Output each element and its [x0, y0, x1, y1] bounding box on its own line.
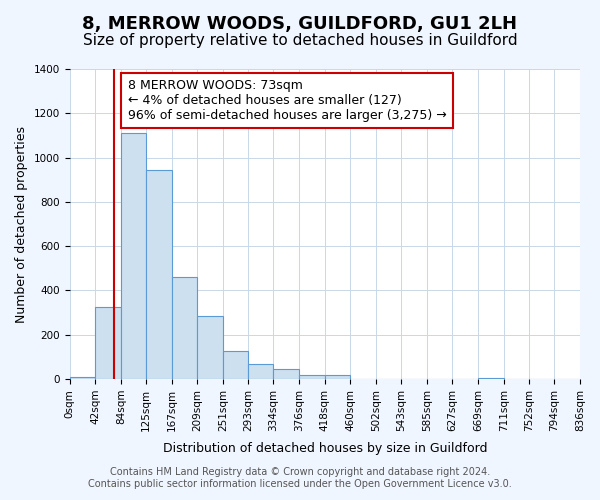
- Bar: [248, 364, 274, 379]
- Y-axis label: Number of detached properties: Number of detached properties: [15, 126, 28, 322]
- X-axis label: Distribution of detached houses by size in Guildford: Distribution of detached houses by size …: [163, 442, 487, 455]
- Text: Size of property relative to detached houses in Guildford: Size of property relative to detached ho…: [83, 32, 517, 48]
- Bar: [325, 374, 350, 379]
- Bar: [223, 352, 248, 379]
- Bar: [146, 170, 172, 379]
- Bar: [172, 277, 197, 379]
- Text: 8 MERROW WOODS: 73sqm
← 4% of detached houses are smaller (127)
96% of semi-deta: 8 MERROW WOODS: 73sqm ← 4% of detached h…: [128, 79, 446, 122]
- Bar: [121, 133, 146, 379]
- Bar: [95, 307, 121, 379]
- Text: 8, MERROW WOODS, GUILDFORD, GU1 2LH: 8, MERROW WOODS, GUILDFORD, GU1 2LH: [83, 15, 517, 33]
- Bar: [274, 369, 299, 379]
- Bar: [478, 378, 503, 379]
- Bar: [197, 316, 223, 379]
- Bar: [299, 374, 325, 379]
- Text: Contains HM Land Registry data © Crown copyright and database right 2024.
Contai: Contains HM Land Registry data © Crown c…: [88, 468, 512, 489]
- Bar: [70, 377, 95, 379]
